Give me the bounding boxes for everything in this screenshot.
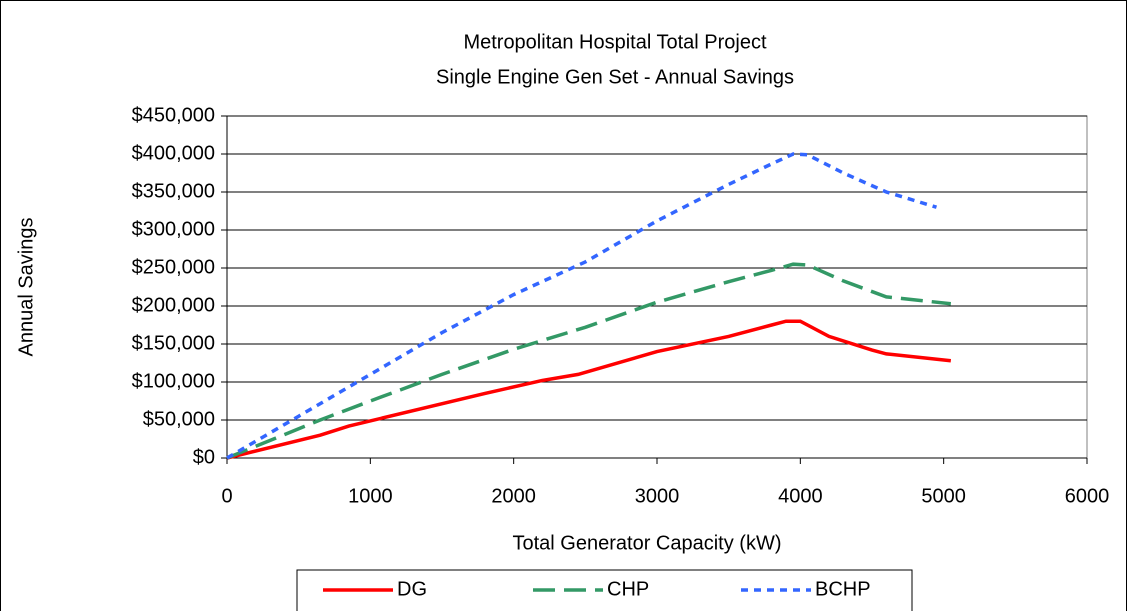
y-tick-label: $450,000 [132, 104, 215, 126]
x-tick-label: 0 [221, 485, 232, 507]
x-tick-label: 4000 [778, 485, 823, 507]
x-tick-label: 5000 [921, 485, 966, 507]
y-tick-label: $0 [193, 446, 215, 468]
series-line [226, 152, 938, 460]
y-axis-label: Annual Savings [15, 218, 37, 357]
y-tick-label: $200,000 [132, 294, 215, 316]
series-line [226, 319, 952, 460]
x-tick-label: 2000 [491, 485, 536, 507]
y-tick-label: $300,000 [132, 218, 215, 240]
chart-title: Metropolitan Hospital Total Project [463, 31, 767, 53]
x-tick-label: 3000 [635, 485, 680, 507]
y-tick-label: $100,000 [132, 370, 215, 392]
series-line [226, 262, 952, 460]
y-tick-label: $350,000 [132, 180, 215, 202]
chart-subtitle: Single Engine Gen Set - Annual Savings [436, 66, 794, 88]
plot-area [226, 115, 1088, 459]
x-tick-label: 1000 [348, 485, 393, 507]
legend-label: DG [397, 578, 427, 600]
y-tick-label: $150,000 [132, 332, 215, 354]
y-tick-label: $250,000 [132, 256, 215, 278]
y-tick-label: $50,000 [143, 408, 215, 430]
legend-label: BCHP [815, 578, 871, 600]
legend-label: CHP [607, 578, 649, 600]
x-axis-label: Total Generator Capacity (kW) [513, 532, 782, 554]
x-tick-label: 6000 [1065, 485, 1110, 507]
y-tick-label: $400,000 [132, 142, 215, 164]
